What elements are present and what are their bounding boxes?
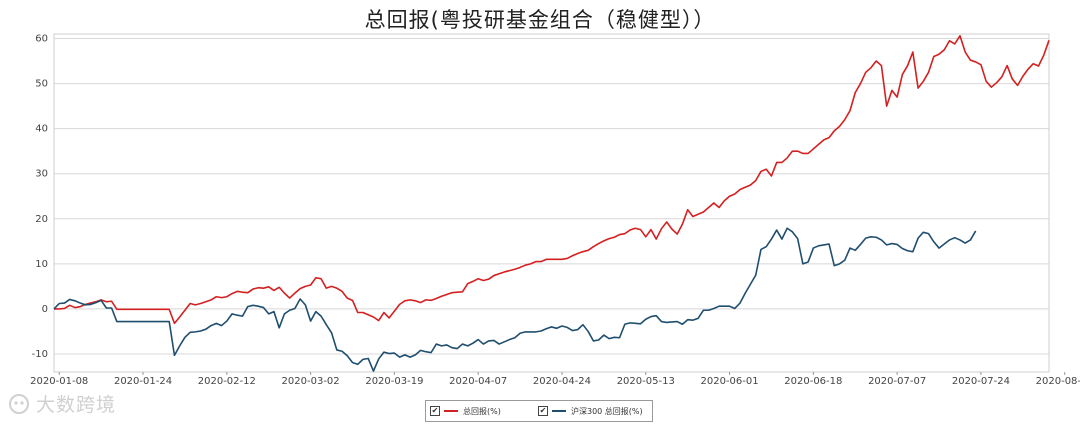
y-tick-label-0: -10 (32, 349, 48, 360)
checkbox-icon[interactable]: ✔ (430, 406, 440, 416)
x-tick-label-8: 2020-06-01 (700, 376, 758, 387)
x-tick-label-1: 2020-01-24 (114, 376, 172, 387)
x-tick-label-0: 2020-01-08 (30, 376, 88, 387)
y-tick-label-4: 30 (35, 169, 48, 180)
legend-item-total-return[interactable]: ✔ 总回报(%) (430, 404, 501, 418)
x-tick-label-5: 2020-04-07 (449, 376, 507, 387)
x-tick-label-4: 2020-03-19 (365, 376, 423, 387)
legend: ✔ 总回报(%) ✔ 沪深300 总回报(%) (425, 400, 653, 422)
x-tick-label-7: 2020-05-13 (617, 376, 675, 387)
series-line-0 (54, 35, 1050, 325)
y-tick-label-3: 20 (35, 214, 48, 225)
x-tick-label-3: 2020-03-02 (282, 376, 340, 387)
y-tick-label-1: 0 (42, 304, 48, 315)
y-tick-label-5: 40 (35, 124, 48, 135)
x-tick-label-9: 2020-06-18 (784, 376, 842, 387)
series-lines (53, 35, 1050, 372)
watermark-text: 大数跨境 (36, 394, 117, 416)
plot-frame (53, 33, 1050, 373)
legend-swatch (444, 410, 458, 412)
legend-label: 总回报(%) (463, 406, 501, 416)
watermark: 大数跨境 (6, 390, 116, 417)
x-tick-label-2: 2020-02-12 (198, 376, 256, 387)
x-tick-label-6: 2020-04-24 (533, 376, 591, 387)
y-tick-label-6: 50 (35, 79, 48, 90)
chart-title: 总回报(粤投研基金组合（稳健型）） (364, 8, 716, 32)
series-line-1 (53, 227, 977, 372)
legend-label: 沪深300 总回报(%) (571, 406, 643, 416)
x-tick-label-11: 2020-07-24 (952, 376, 1010, 387)
x-tick-label-12: 2020-08-12 (1036, 376, 1080, 387)
legend-item-csi300-return[interactable]: ✔ 沪深300 总回报(%) (538, 404, 643, 418)
legend-swatch (552, 410, 566, 412)
watermark-logo-icon (9, 393, 29, 414)
y-tick-label-7: 60 (35, 34, 48, 45)
x-tick-label-10: 2020-07-07 (868, 376, 926, 387)
axes: -10 0 10 20 30 40 50 60 2020-01-08 2020-01-24 2020… (30, 33, 1080, 387)
y-tick-label-2: 10 (35, 259, 48, 270)
checkbox-icon[interactable]: ✔ (538, 406, 548, 416)
